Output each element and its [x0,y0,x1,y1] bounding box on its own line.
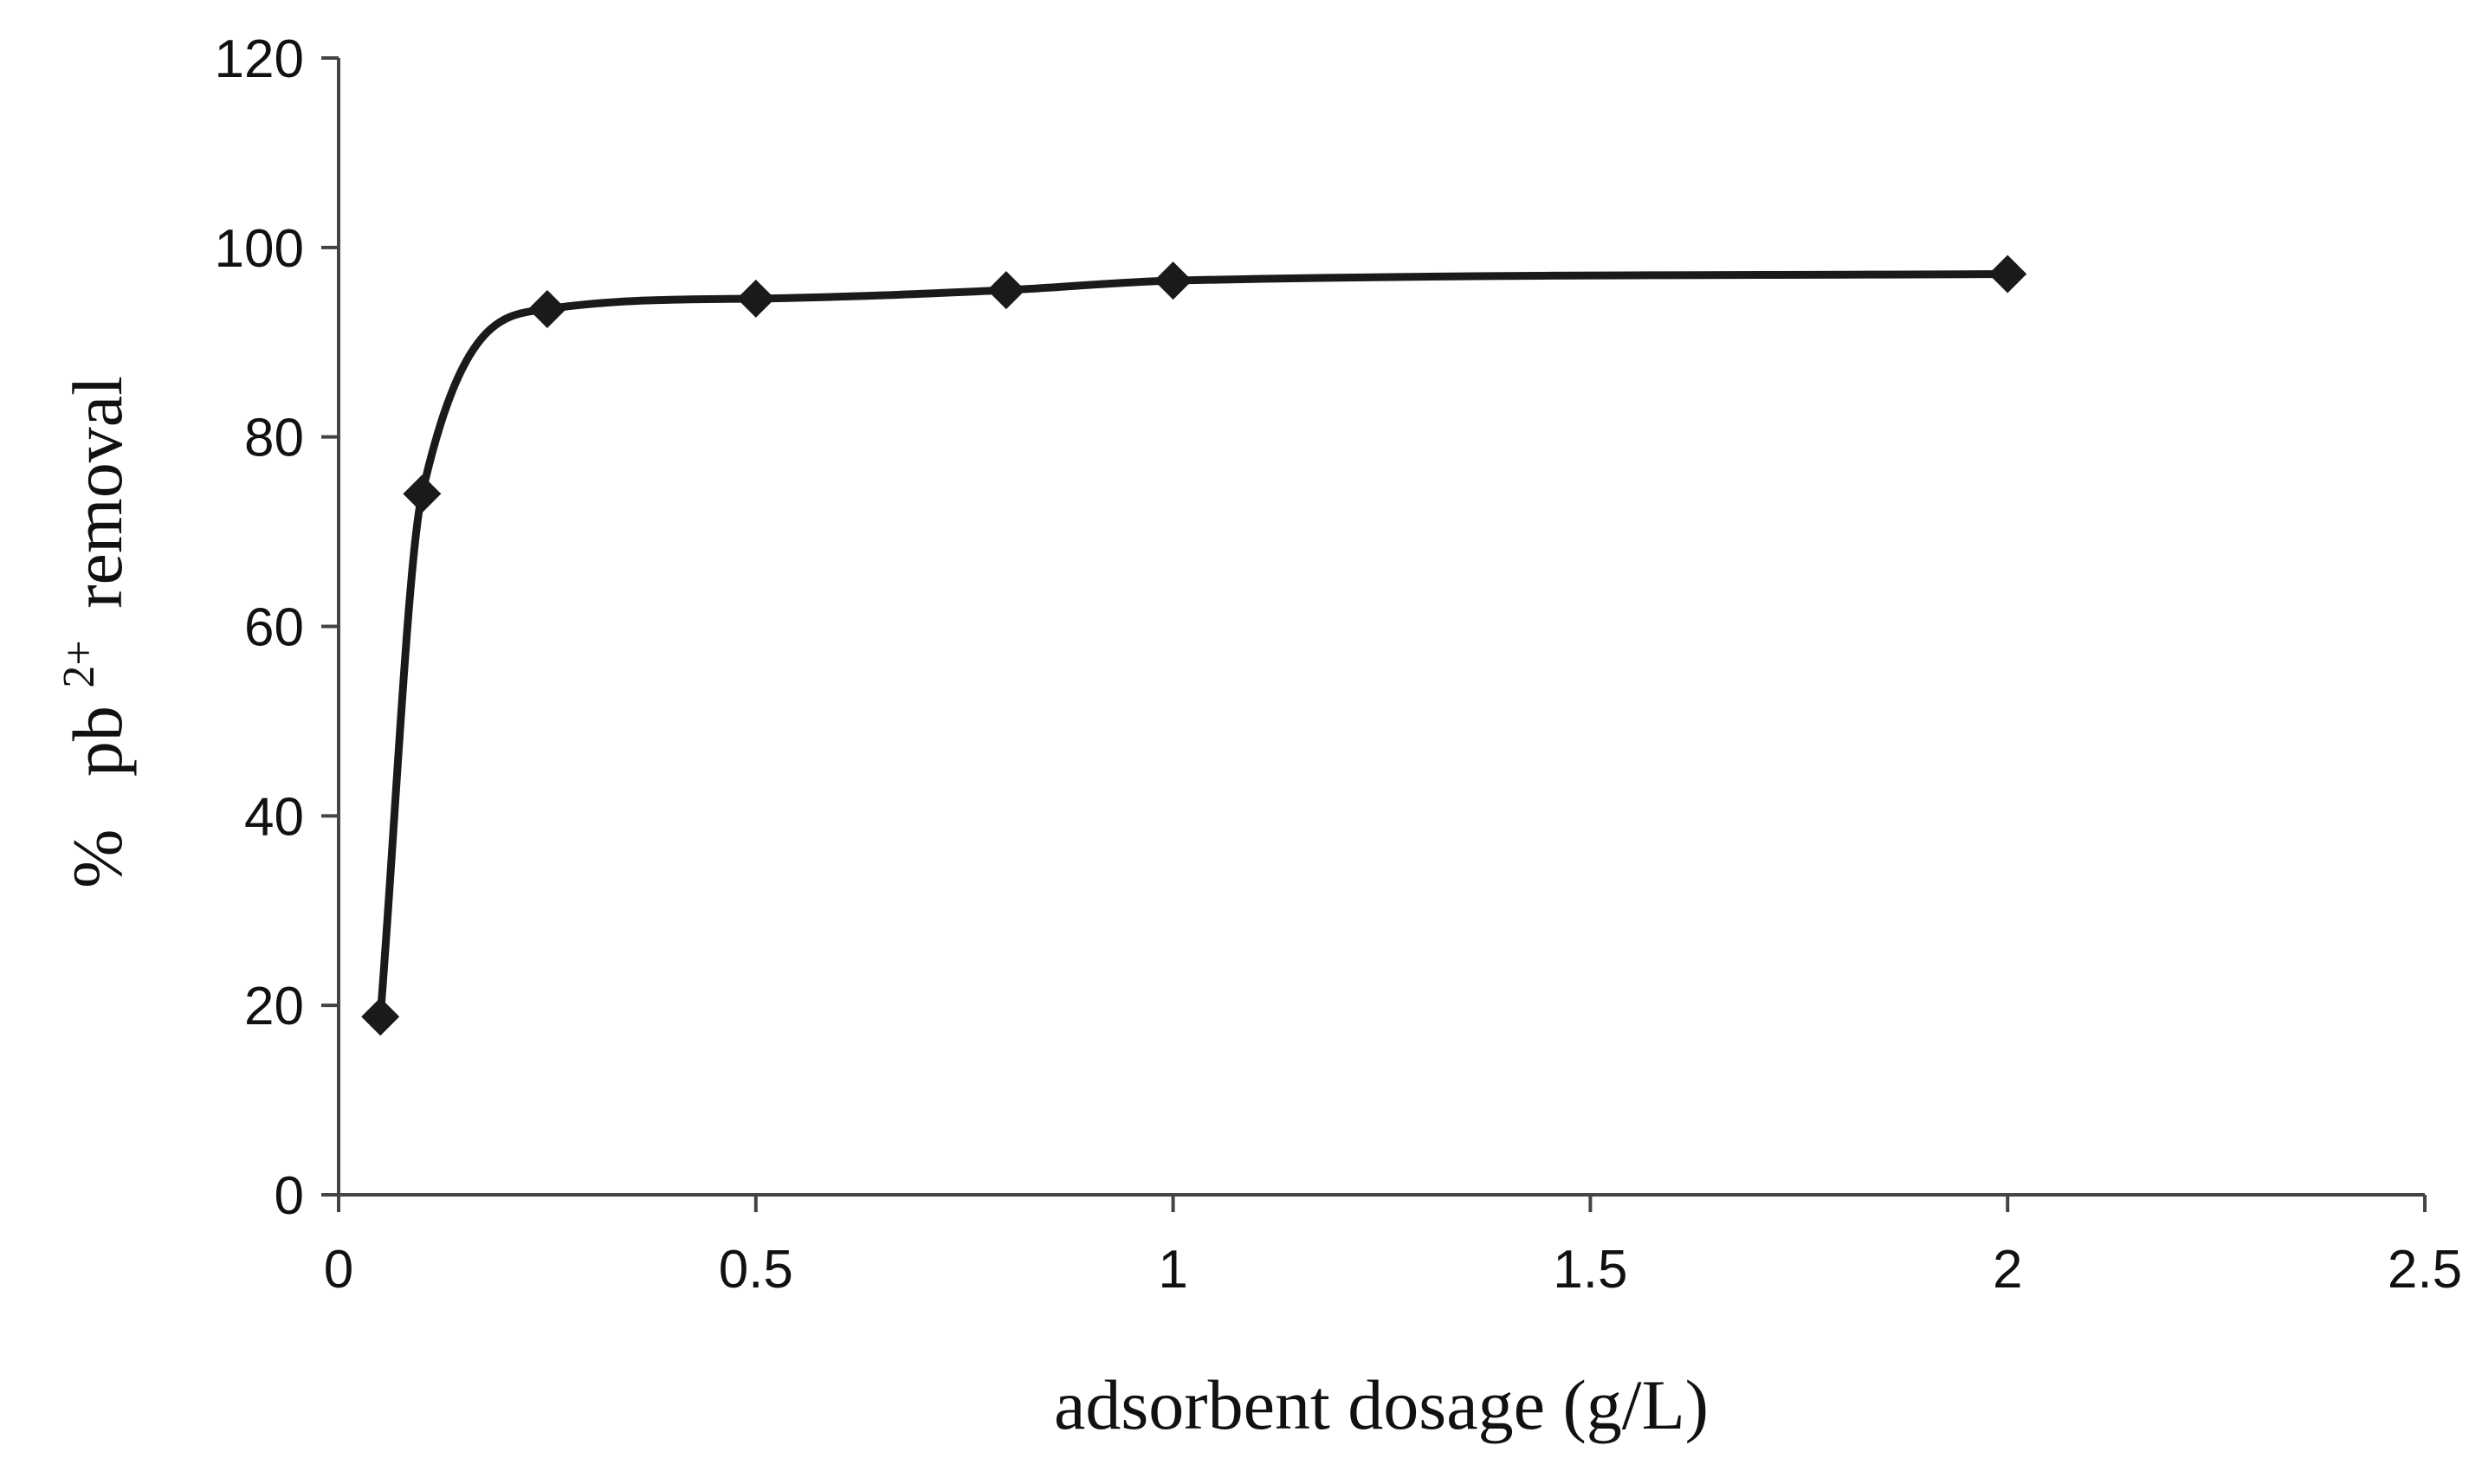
y-tick-label: 20 [244,977,304,1036]
data-markers [361,255,2027,1036]
y-axis-title-prefix: % [58,829,137,888]
x-tick-label: 2 [1993,1240,2022,1300]
y-tick-label: 0 [275,1166,304,1226]
x-tick-label: 0.5 [719,1240,793,1300]
data-point-marker [736,279,775,318]
data-point-marker [361,997,400,1036]
y-axis-title-species: pb [58,706,137,777]
y-tick-label: 120 [215,29,304,89]
data-point-marker [1988,255,2027,294]
x-tick-label: 0 [324,1240,353,1300]
x-ticks: 0 0.5 1 1.5 2 2.5 [324,1195,2462,1300]
y-ticks: 0 20 40 60 80 100 120 [215,29,339,1226]
y-axis-title-superscript: 2+ [55,640,104,687]
x-tick-label: 1.5 [1553,1240,1627,1300]
y-tick-label: 80 [244,409,304,468]
data-point-marker [1154,261,1193,300]
x-axis-title: adsorbent dosage (g/L) [1054,1365,1709,1444]
series-line [376,269,2012,1021]
data-point-marker [527,289,566,328]
y-tick-label: 60 [244,598,304,658]
svg-text:% pb 2+ remo: % pb 2+ removal [30,376,137,888]
y-axis-title: % pb 2+ removal [30,376,137,888]
data-point-marker [986,271,1025,310]
axes [337,58,2425,1197]
y-tick-label: 40 [244,787,304,847]
y-tick-label: 100 [215,219,304,279]
x-tick-label: 2.5 [2388,1240,2462,1300]
data-point-marker [403,474,442,513]
y-axis-title-suffix: removal [58,376,137,609]
x-tick-label: 1 [1158,1240,1187,1300]
